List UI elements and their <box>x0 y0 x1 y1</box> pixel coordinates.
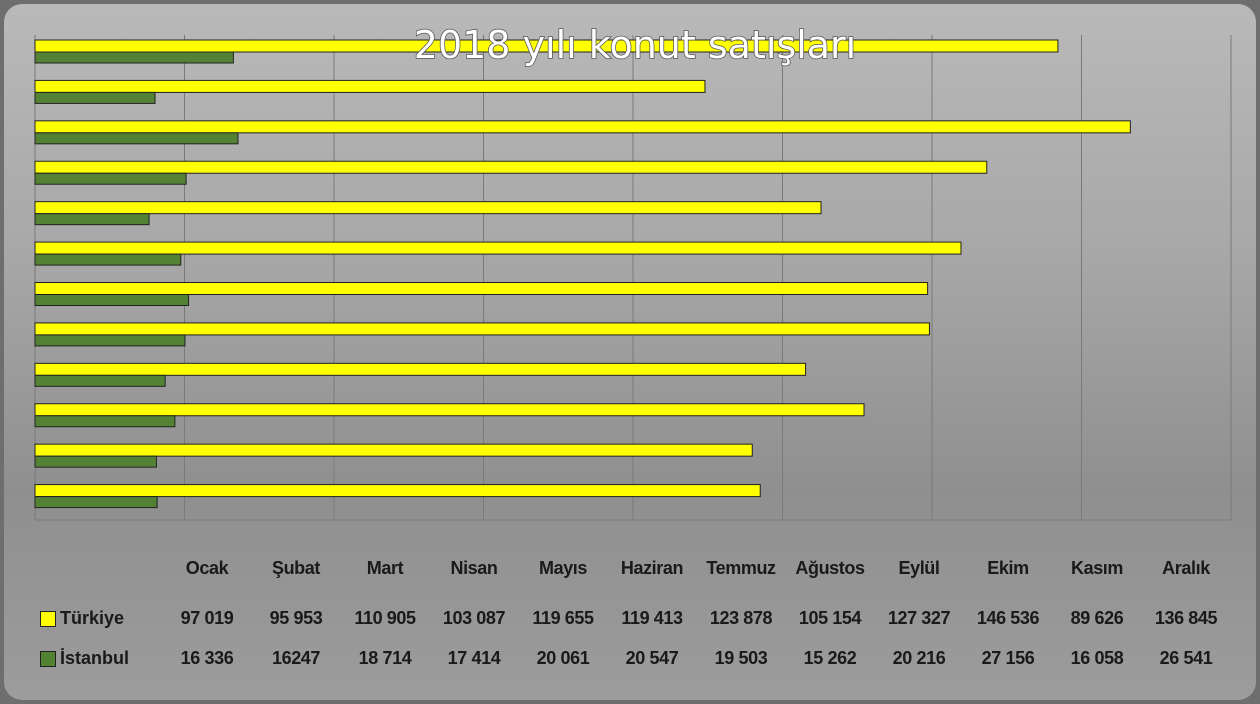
bar <box>34 362 807 376</box>
bar <box>34 241 962 255</box>
bar <box>34 443 753 457</box>
bar <box>34 294 190 306</box>
bar <box>34 91 156 104</box>
bar <box>34 160 988 174</box>
bar <box>34 79 706 93</box>
bar <box>34 213 150 226</box>
bar <box>34 374 166 387</box>
bar <box>34 403 865 417</box>
bar <box>34 172 187 185</box>
bar <box>34 201 822 215</box>
bar <box>34 484 761 498</box>
bar <box>34 334 186 347</box>
bar <box>34 282 929 295</box>
bar <box>34 455 157 468</box>
bar <box>34 132 239 145</box>
bar <box>34 39 1059 53</box>
panel <box>4 4 1256 700</box>
bar <box>34 415 176 428</box>
bar <box>34 322 930 336</box>
bar <box>34 496 158 509</box>
chart-title: 2018 yılı konut satışları <box>414 23 856 67</box>
bar <box>34 51 234 64</box>
bar <box>34 120 1131 134</box>
bar <box>34 253 182 266</box>
